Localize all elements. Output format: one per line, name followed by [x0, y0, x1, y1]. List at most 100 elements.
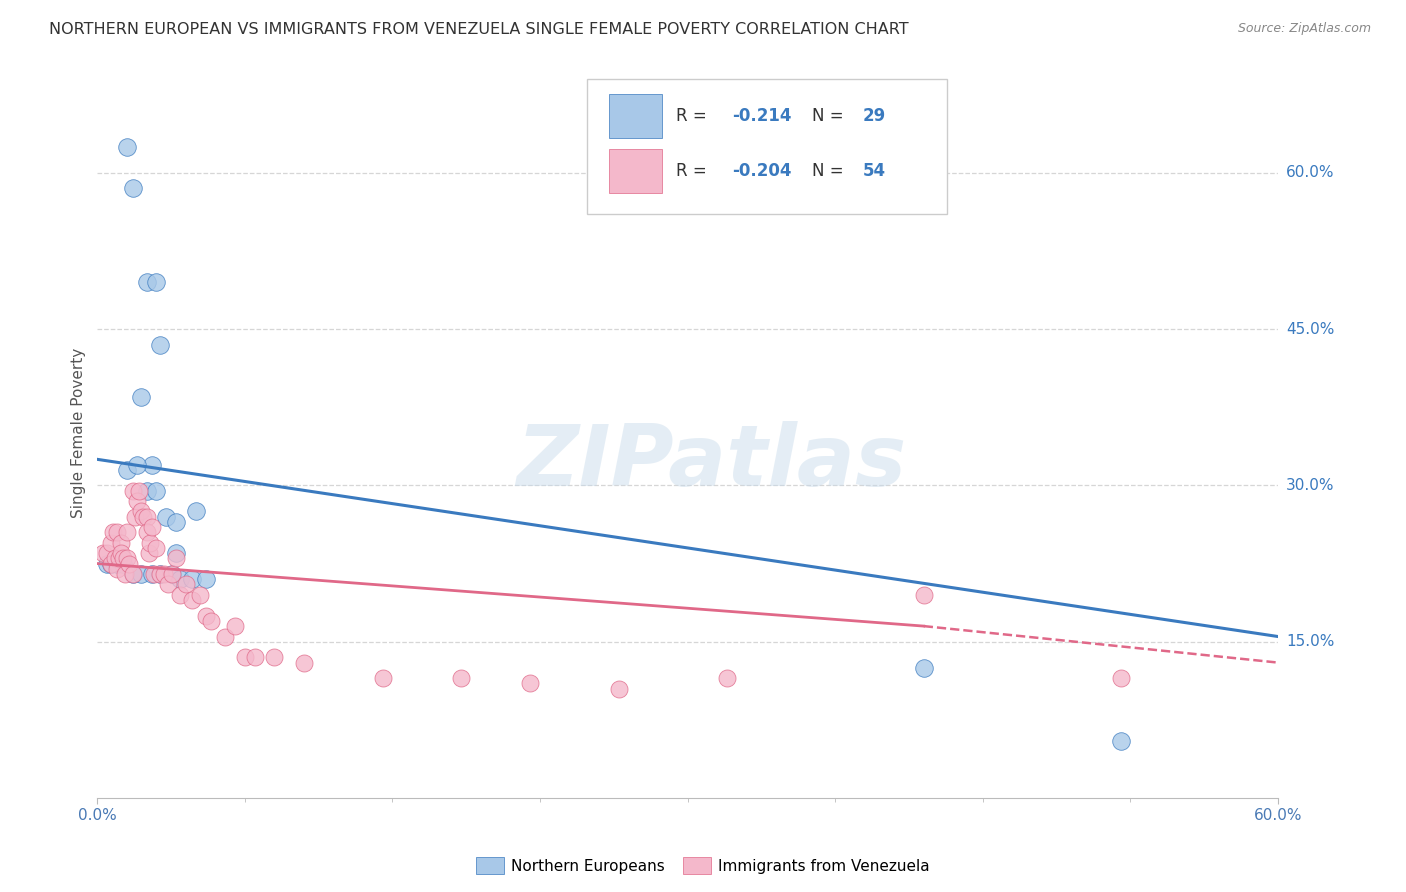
Point [135, 483, 157, 498]
Point [100, 535, 122, 549]
Point [165, 546, 187, 560]
Point [141, 566, 163, 581]
Point [160, 566, 183, 581]
Text: R =: R = [676, 107, 711, 125]
Point [157, 577, 180, 591]
Point [139, 535, 162, 549]
Point [141, 520, 163, 534]
Point [180, 593, 202, 607]
Point [135, 525, 157, 540]
Point [100, 557, 122, 571]
Point [135, 509, 157, 524]
Point [141, 458, 163, 472]
Point [180, 572, 202, 586]
Point [110, 546, 132, 560]
Point [125, 458, 148, 472]
Point [169, 572, 191, 586]
Point [114, 566, 136, 581]
Bar [609, 94, 662, 138]
Point [450, 671, 472, 685]
Point [129, 566, 152, 581]
Point [224, 619, 246, 633]
Bar [609, 149, 662, 193]
Text: NORTHERN EUROPEAN VS IMMIGRANTS FROM VENEZUELA SINGLE FEMALE POVERTY CORRELATION: NORTHERN EUROPEAN VS IMMIGRANTS FROM VEN… [49, 22, 908, 37]
Point [165, 551, 187, 566]
Point [912, 588, 935, 602]
Point [153, 566, 176, 581]
Point [371, 671, 394, 685]
Point [155, 509, 177, 524]
Point [169, 588, 191, 602]
Point [160, 566, 183, 581]
Point [128, 483, 150, 498]
Point [1109, 733, 1132, 747]
Point [115, 463, 138, 477]
Text: -0.204: -0.204 [733, 161, 792, 179]
FancyBboxPatch shape [588, 79, 948, 214]
Point [108, 551, 131, 566]
Point [214, 630, 236, 644]
Point [129, 390, 152, 404]
Point [135, 275, 157, 289]
Point [118, 557, 141, 571]
Point [105, 525, 128, 540]
Point [105, 557, 128, 571]
Point [145, 275, 167, 289]
Text: 54: 54 [862, 161, 886, 179]
Point [110, 535, 132, 549]
Point [111, 551, 134, 566]
Text: 29: 29 [862, 107, 886, 125]
Point [121, 566, 143, 581]
Point [138, 546, 160, 560]
Point [105, 562, 128, 576]
Point [96, 557, 118, 571]
Point [194, 572, 217, 586]
Point [165, 515, 187, 529]
Point [111, 557, 134, 571]
Point [115, 525, 138, 540]
Point [121, 181, 143, 195]
Point [121, 566, 143, 581]
Point [121, 483, 143, 498]
Text: N =: N = [811, 107, 848, 125]
Point [233, 650, 256, 665]
Point [91, 546, 114, 560]
Point [131, 509, 153, 524]
Point [104, 551, 127, 566]
Point [200, 614, 222, 628]
Point [184, 504, 207, 518]
Point [96, 546, 118, 560]
Point [912, 661, 935, 675]
Text: 15.0%: 15.0% [1286, 634, 1334, 649]
Text: 60.0%: 60.0% [1286, 165, 1334, 180]
Point [188, 588, 211, 602]
Point [292, 656, 315, 670]
Point [519, 676, 541, 690]
Point [263, 650, 285, 665]
Text: 30.0%: 30.0% [1286, 478, 1334, 493]
Point [125, 494, 148, 508]
Text: ZIPatlas: ZIPatlas [516, 421, 907, 504]
Point [145, 541, 167, 555]
Point [716, 671, 738, 685]
Y-axis label: Single Female Poverty: Single Female Poverty [72, 348, 86, 518]
Point [100, 557, 122, 571]
Point [174, 577, 197, 591]
Point [194, 608, 217, 623]
Point [149, 566, 172, 581]
Point [1109, 671, 1132, 685]
Text: 45.0%: 45.0% [1286, 322, 1334, 336]
Point [143, 566, 166, 581]
Point [129, 504, 152, 518]
Text: -0.214: -0.214 [733, 107, 792, 125]
Point [115, 139, 138, 153]
Point [149, 566, 172, 581]
Point [115, 551, 138, 566]
Point [101, 525, 124, 540]
Legend: Northern Europeans, Immigrants from Venezuela: Northern Europeans, Immigrants from Vene… [470, 851, 936, 880]
Point [145, 483, 167, 498]
Text: Source: ZipAtlas.com: Source: ZipAtlas.com [1237, 22, 1371, 36]
Point [607, 681, 630, 696]
Text: R =: R = [676, 161, 711, 179]
Point [149, 337, 172, 351]
